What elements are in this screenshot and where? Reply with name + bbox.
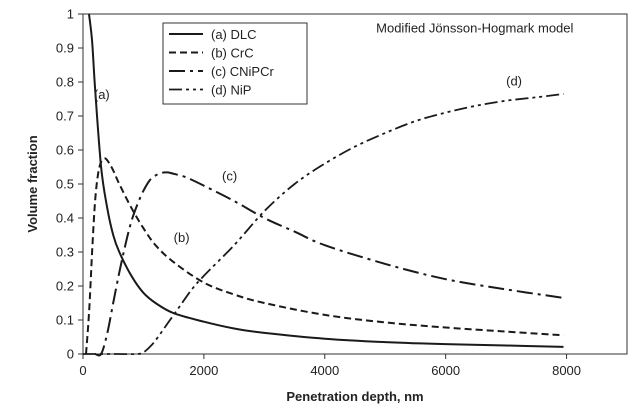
y-axis-title: Volume fraction	[25, 135, 40, 232]
model-label: Modified Jönsson-Hogmark model	[376, 21, 573, 36]
x-tick-label: 4000	[310, 363, 339, 378]
y-tick-label: 0.1	[56, 313, 74, 328]
series-line-a	[88, 13, 564, 348]
x-tick-label: 8000	[552, 363, 581, 378]
curve-annotation: (d)	[506, 73, 522, 88]
y-tick-label: 0.9	[56, 41, 74, 56]
annotation-layer: (a) (b) (c) (d)	[94, 73, 522, 244]
x-axis-title: Penetration depth, nm	[286, 389, 423, 404]
series-line-b	[85, 157, 564, 355]
x-tick-label: 0	[79, 363, 86, 378]
y-tick-label: 0.4	[56, 211, 74, 226]
series-layer	[82, 13, 564, 357]
y-axis: 0 0.1 0.2 0.3 0.4 0.5 0.6 0.7 0.8 0.9 1	[56, 7, 83, 362]
y-tick-label: 0	[67, 347, 74, 362]
series-line-c	[94, 171, 564, 357]
x-tick-label: 6000	[431, 363, 460, 378]
legend-label: (c) CNiPCr	[211, 64, 274, 79]
curve-annotation: (a)	[94, 87, 110, 102]
legend-label: (a) DLC	[211, 27, 257, 42]
y-tick-label: 0.2	[56, 279, 74, 294]
y-tick-label: 0.8	[56, 75, 74, 90]
legend: (a) DLC (b) CrC (c) CNiPCr (d) NiP	[162, 22, 308, 105]
y-tick-label: 0.7	[56, 109, 74, 124]
y-tick-label: 0.5	[56, 177, 74, 192]
legend-label: (b) CrC	[211, 46, 254, 61]
y-tick-label: 1	[67, 7, 74, 22]
curve-annotation: (b)	[174, 230, 190, 245]
legend-box	[162, 22, 308, 105]
y-tick-label: 0.3	[56, 245, 74, 260]
curve-annotation: (c)	[222, 169, 237, 184]
x-tick-label: 2000	[189, 363, 218, 378]
legend-label: (d) NiP	[211, 83, 251, 98]
x-axis: 0 2000 4000 6000 8000	[79, 354, 581, 378]
series-line-d	[82, 93, 564, 356]
y-tick-label: 0.6	[56, 143, 74, 158]
